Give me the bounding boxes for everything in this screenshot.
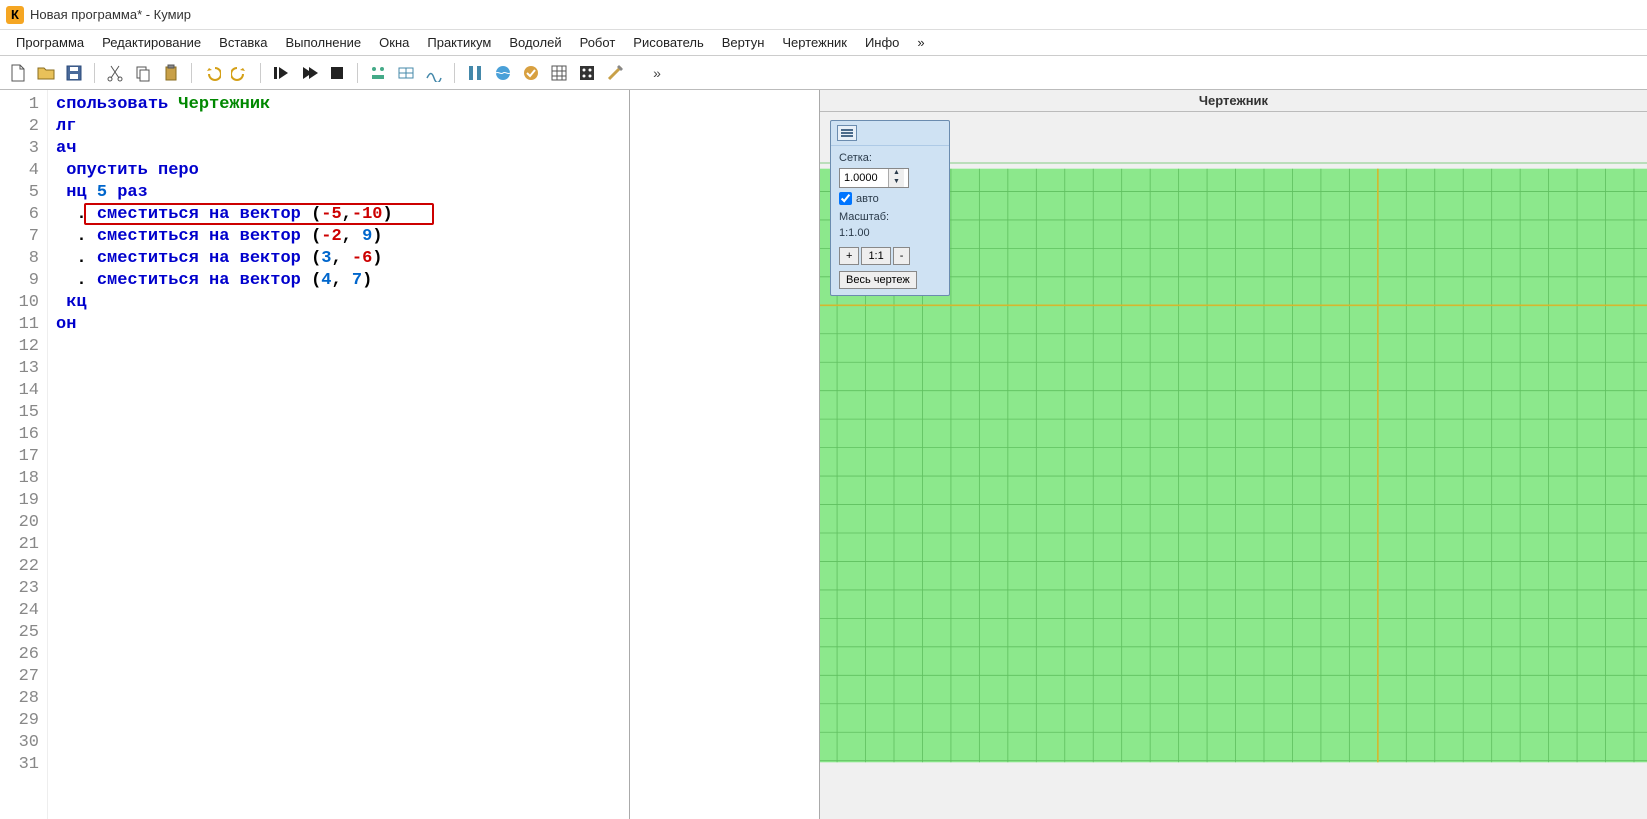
app-logo-icon: К — [6, 6, 24, 24]
toolbar-overflow-button[interactable]: » — [645, 61, 669, 85]
menu-item[interactable]: Рисователь — [625, 32, 711, 53]
auto-grid-label: авто — [856, 193, 879, 205]
code-line[interactable]: лг — [56, 116, 621, 138]
zoom-reset-button[interactable]: 1:1 — [861, 247, 890, 265]
code-line[interactable]: он — [56, 314, 621, 336]
module-button-3[interactable] — [422, 61, 446, 85]
canvas-title: Чертежник — [820, 90, 1647, 112]
code-editor[interactable]: спользовать Чертежниклгач опустить перо … — [48, 90, 629, 819]
code-line[interactable]: опустить перо — [56, 160, 621, 182]
menu-item[interactable]: Выполнение — [277, 32, 369, 53]
window-title: Новая программа* - Кумир — [30, 7, 191, 22]
menu-item[interactable]: » — [909, 32, 932, 53]
undo-button[interactable] — [200, 61, 224, 85]
panel-menu-icon[interactable] — [837, 125, 857, 141]
code-line[interactable]: кц — [56, 292, 621, 314]
menu-item[interactable]: Окна — [371, 32, 417, 53]
toolbar-separator — [357, 63, 358, 83]
canvas-area[interactable]: Сетка: ▲ ▼ авто Масштаб: 1:1.00 — [820, 112, 1647, 819]
editor-pane: 1234567891011121314151617181920212223242… — [0, 90, 630, 819]
grid-step-input[interactable] — [840, 172, 888, 184]
toolbar: » — [0, 56, 1647, 90]
toolbar-separator — [191, 63, 192, 83]
menubar: ПрограммаРедактированиеВставкаВыполнение… — [0, 30, 1647, 56]
toolbar-separator — [454, 63, 455, 83]
menu-item[interactable]: Чертежник — [774, 32, 855, 53]
menu-item[interactable]: Вертун — [714, 32, 773, 53]
code-line[interactable]: . сместиться на вектор (4, 7) — [56, 270, 621, 292]
fit-drawing-button[interactable]: Весь чертеж — [839, 271, 917, 289]
code-line[interactable]: ач — [56, 138, 621, 160]
menu-item[interactable]: Программа — [8, 32, 92, 53]
zoom-out-button[interactable]: - — [893, 247, 911, 265]
menu-item[interactable]: Инфо — [857, 32, 907, 53]
actor-button-1[interactable] — [463, 61, 487, 85]
zoom-in-button[interactable]: + — [839, 247, 859, 265]
code-line[interactable]: спользовать Чертежник — [56, 94, 621, 116]
menu-item[interactable]: Вставка — [211, 32, 275, 53]
scale-value: 1:1.00 — [839, 227, 941, 239]
canvas-pane: Чертежник Сетка: ▲ ▼ — [820, 90, 1647, 819]
module-button-2[interactable] — [394, 61, 418, 85]
auto-grid-checkbox-input[interactable] — [839, 192, 852, 205]
run-button[interactable] — [269, 61, 293, 85]
titlebar: К Новая программа* - Кумир — [0, 0, 1647, 30]
menu-item[interactable]: Редактирование — [94, 32, 209, 53]
canvas-control-panel: Сетка: ▲ ▼ авто Масштаб: 1:1.00 — [830, 120, 950, 296]
actor-button-3[interactable] — [519, 61, 543, 85]
open-file-button[interactable] — [34, 61, 58, 85]
menu-item[interactable]: Водолей — [501, 32, 569, 53]
stop-button[interactable] — [325, 61, 349, 85]
code-line[interactable]: . сместиться на вектор (-2, 9) — [56, 226, 621, 248]
output-margin-pane — [630, 90, 820, 819]
spinner-down-button[interactable]: ▼ — [889, 178, 904, 187]
new-file-button[interactable] — [6, 61, 30, 85]
save-file-button[interactable] — [62, 61, 86, 85]
actor-button-2[interactable] — [491, 61, 515, 85]
scale-label: Масштаб: — [839, 211, 941, 223]
code-line[interactable]: . сместиться на вектор (3, -6) — [56, 248, 621, 270]
toolbar-separator — [94, 63, 95, 83]
step-button[interactable] — [297, 61, 321, 85]
line-gutter: 1234567891011121314151617181920212223242… — [0, 90, 48, 819]
code-line[interactable]: нц 5 раз — [56, 182, 621, 204]
grid-step-spinner[interactable]: ▲ ▼ — [839, 168, 909, 188]
grid-label: Сетка: — [839, 152, 941, 164]
menu-item[interactable]: Робот — [572, 32, 624, 53]
paste-button[interactable] — [159, 61, 183, 85]
module-button-1[interactable] — [366, 61, 390, 85]
actor-button-5[interactable] — [575, 61, 599, 85]
menu-item[interactable]: Практикум — [419, 32, 499, 53]
main-area: 1234567891011121314151617181920212223242… — [0, 90, 1647, 819]
code-line[interactable]: . сместиться на вектор (-5,-10) — [56, 204, 621, 226]
copy-button[interactable] — [131, 61, 155, 85]
cut-button[interactable] — [103, 61, 127, 85]
toolbar-separator — [260, 63, 261, 83]
spinner-up-button[interactable]: ▲ — [889, 169, 904, 178]
actor-button-4[interactable] — [547, 61, 571, 85]
redo-button[interactable] — [228, 61, 252, 85]
actor-button-6[interactable] — [603, 61, 627, 85]
auto-grid-checkbox[interactable]: авто — [839, 192, 941, 205]
